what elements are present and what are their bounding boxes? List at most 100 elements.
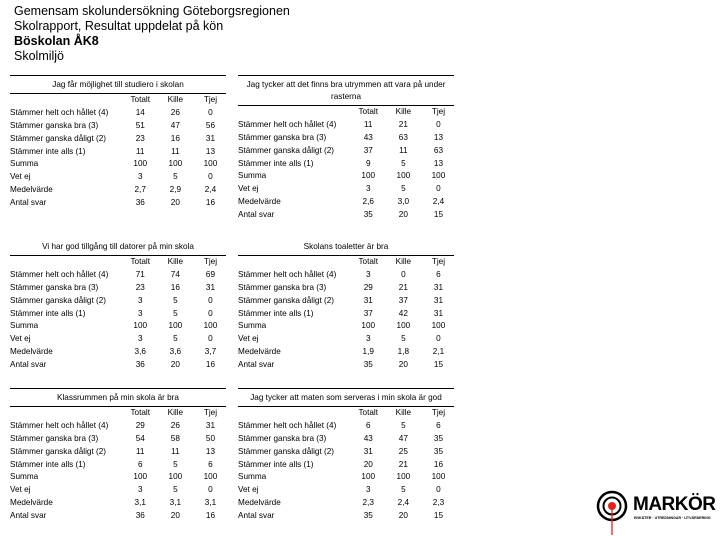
cell-value: 20 — [170, 198, 180, 208]
row-label: Stämmer ganska bra (3) — [10, 120, 99, 130]
cell-value: 6 — [436, 420, 441, 430]
cell-value: 35 — [363, 511, 373, 521]
cell-value: 31 — [363, 295, 373, 305]
cell-value: 5 — [401, 158, 406, 168]
table-row: Stämmer ganska dåligt (2) 23 16 31 — [10, 133, 226, 146]
cell-value: 100 — [396, 321, 411, 331]
cell-value: 0 — [208, 172, 213, 182]
cell-value: 100 — [431, 321, 446, 331]
table-row: Medelvärde 2,3 2,4 2,3 — [238, 497, 454, 510]
cell-value: 0 — [208, 295, 213, 305]
table-header-row: Totalt Kille Tjej — [10, 94, 226, 107]
cell-value: 16 — [205, 198, 216, 208]
row-label: Summa — [238, 472, 267, 482]
cell-value: 5 — [173, 295, 178, 305]
cell-value: 3,1 — [134, 498, 146, 508]
row-label: Stämmer inte alls (1) — [238, 459, 314, 469]
section-title: Skolmiljö — [14, 49, 65, 63]
column-header: Totalt — [358, 408, 379, 417]
column-header: Tjej — [431, 107, 446, 116]
table-row: Vet ej 3 5 0 — [10, 484, 226, 497]
report-subtitle: Skolrapport, Resultat uppdelat på kön — [14, 19, 224, 33]
row-label: Medelvärde — [10, 347, 53, 357]
cell-value: 3 — [137, 308, 143, 318]
cell-value: 6 — [137, 459, 143, 469]
header-spacer — [238, 106, 353, 119]
table-title: Jag tycker att det finns bra utrymmen at… — [246, 80, 446, 101]
table-row: Stämmer helt och hållet (4) 3 0 6 — [238, 269, 454, 282]
table-row: Stämmer helt och hållet (4) 14 26 0 — [10, 107, 226, 120]
cell-value: 100 — [361, 171, 376, 181]
table-top-rule — [10, 388, 226, 389]
cell-value: 14 — [135, 107, 145, 117]
cell-value: 16 — [205, 511, 216, 521]
column-header: Tjej — [431, 408, 446, 417]
cell-value: 3 — [365, 334, 371, 344]
cell-value: 0 — [208, 485, 213, 495]
cell-value: 56 — [205, 120, 216, 130]
cell-value: 5 — [401, 485, 406, 495]
cell-value: 31 — [433, 282, 444, 292]
table-header-row: Totalt Kille Tjej — [238, 407, 454, 420]
cell-value: 3,7 — [204, 347, 217, 357]
row-label: Stämmer inte alls (1) — [238, 158, 314, 168]
cell-value: 0 — [436, 184, 441, 194]
table-row: Stämmer ganska dåligt (2) 11 11 13 — [10, 446, 226, 459]
cell-value: 3 — [137, 485, 143, 495]
cell-value: 47 — [398, 433, 408, 443]
cell-value: 11 — [171, 446, 180, 456]
table-row: Stämmer ganska bra (3) 54 58 50 — [10, 433, 226, 446]
cell-value: 3 — [365, 485, 371, 495]
cell-value: 100 — [168, 321, 183, 331]
cell-value: 100 — [396, 472, 411, 482]
table-row: Stämmer inte alls (1) 20 21 16 — [238, 459, 454, 472]
cell-value: 3 — [137, 172, 143, 182]
cell-value: 100 — [203, 321, 218, 331]
row-label: Stämmer helt och hållet (4) — [238, 119, 337, 129]
cell-value: 100 — [396, 171, 411, 181]
row-label: Antal svar — [238, 360, 275, 370]
cell-value: 100 — [203, 159, 218, 169]
row-label: Medelvärde — [10, 498, 53, 508]
table-title: Vi har god tillgång till datorer på min … — [42, 242, 194, 251]
cell-value: 0 — [208, 334, 213, 344]
cell-value: 69 — [205, 269, 216, 279]
cell-value: 13 — [205, 446, 216, 456]
table-row: Vet ej 3 5 0 — [10, 333, 226, 346]
table-row: Stämmer ganska dåligt (2) 3 5 0 — [10, 295, 226, 308]
table-2: Jag tycker att det finns bra utrymmen at… — [238, 75, 454, 222]
header-spacer — [10, 94, 125, 107]
cell-value: 100 — [133, 159, 148, 169]
cell-value: 3,6 — [134, 347, 146, 357]
table-1: Jag får möjlighet till studiero i skolan… — [10, 75, 226, 210]
cell-value: 16 — [433, 459, 444, 469]
column-header: Totalt — [130, 257, 151, 266]
column-header: Tjej — [203, 257, 218, 266]
cell-value: 35 — [363, 210, 373, 220]
column-header: Kille — [167, 95, 184, 104]
row-label: Stämmer helt och hållet (4) — [238, 420, 337, 430]
column-header: Totalt — [358, 257, 379, 266]
cell-value: 15 — [433, 511, 444, 521]
cell-value: 2,3 — [432, 498, 445, 508]
cell-value: 3 — [365, 184, 371, 194]
cell-value: 71 — [135, 269, 145, 279]
column-header: Kille — [395, 408, 412, 417]
cell-value: 5 — [173, 334, 178, 344]
header-spacer — [238, 407, 353, 420]
table-row: Stämmer inte alls (1) 3 5 0 — [10, 308, 226, 321]
table-title: Jag får möjlighet till studiero i skolan — [52, 80, 184, 89]
row-label: Stämmer ganska bra (3) — [238, 433, 327, 443]
cell-value: 5 — [173, 459, 178, 469]
cell-value: 2,1 — [432, 347, 445, 357]
cell-value: 21 — [398, 282, 408, 292]
cell-value: 58 — [170, 433, 180, 443]
cell-value: 51 — [135, 120, 145, 130]
cell-value: 16 — [205, 360, 216, 370]
cell-value: 2,9 — [169, 185, 182, 195]
row-label: Antal svar — [238, 511, 275, 521]
cell-value: 35 — [433, 446, 444, 456]
row-label: Antal svar — [10, 511, 47, 521]
cell-value: 100 — [431, 171, 446, 181]
cell-value: 11 — [399, 145, 408, 155]
